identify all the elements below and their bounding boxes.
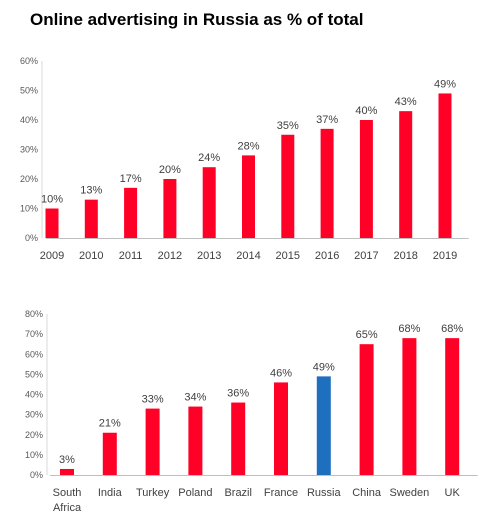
category-label: 2009 <box>40 250 64 262</box>
y-tick-label: 60% <box>20 56 38 66</box>
bar-2017 <box>359 120 373 238</box>
category-label: 2019 <box>433 250 457 262</box>
bar-2014 <box>242 155 255 238</box>
category-label: 2016 <box>315 250 339 262</box>
bar-poland <box>188 406 203 475</box>
bar-2015 <box>281 134 295 238</box>
y-tick-label: 0% <box>30 470 43 480</box>
category-label: Turkey <box>136 487 170 499</box>
data-label: 20% <box>159 164 181 176</box>
y-tick-label: 10% <box>20 204 38 214</box>
category-label: Sweden <box>390 487 430 499</box>
y-tick-label: 30% <box>25 410 43 420</box>
data-label: 33% <box>142 394 164 406</box>
chart-country-comparison: 0% 10% 20% 30% 40% 50% 60% 70% 80% 3% South Africa 2… <box>25 309 478 514</box>
y-tick-label: 80% <box>25 309 43 319</box>
data-label: 40% <box>355 105 377 117</box>
category-label: India <box>98 487 123 499</box>
y-tick-label: 40% <box>25 390 43 400</box>
data-label: 37% <box>316 114 338 126</box>
y-tick-label: 50% <box>20 86 38 96</box>
y-tick-label: 20% <box>20 174 38 184</box>
data-label: 21% <box>99 418 121 430</box>
bar-russia <box>316 376 331 475</box>
data-label: 49% <box>313 361 335 373</box>
bar-2016 <box>320 128 334 238</box>
bar-2011 <box>124 187 138 238</box>
category-label: 2014 <box>236 250 260 262</box>
category-label: Russia <box>307 487 342 499</box>
category-label: China <box>352 487 382 499</box>
bar-turkey <box>145 408 160 475</box>
category-label: 2010 <box>79 250 103 262</box>
bar-2010 <box>84 199 98 238</box>
data-label: 17% <box>120 173 142 185</box>
category-label: South Africa <box>53 487 82 514</box>
bar-2012 <box>163 179 177 238</box>
data-label: 46% <box>270 367 292 379</box>
category-label: 2011 <box>119 250 143 262</box>
bar-brazil <box>231 402 246 475</box>
bar-south-africa <box>60 468 74 475</box>
data-label: 68% <box>398 323 420 335</box>
data-label: 49% <box>434 78 456 90</box>
chart-title: Online advertising in Russia as % of tot… <box>30 10 364 29</box>
y-tick-label: 20% <box>25 430 43 440</box>
bar-2019 <box>438 93 452 238</box>
data-label: 68% <box>441 323 463 335</box>
chart-yearly-share: 0%10%20%30%40%50%60%10%200913%201017%201… <box>20 56 469 262</box>
data-label: 34% <box>184 392 206 404</box>
y-tick-label: 30% <box>20 145 38 155</box>
bar-france <box>274 382 288 475</box>
bar-2018 <box>399 111 413 238</box>
data-label: 3% <box>59 454 75 466</box>
category-label: UK <box>445 487 461 499</box>
data-label: 13% <box>80 185 102 197</box>
data-label: 10% <box>41 194 63 206</box>
category-label: Brazil <box>224 487 252 499</box>
category-label: 2013 <box>197 250 221 262</box>
data-label: 28% <box>237 140 259 152</box>
category-label: 2012 <box>158 250 182 262</box>
y-tick-label: 50% <box>25 369 43 379</box>
category-label: 2017 <box>354 250 378 262</box>
bar-india <box>102 432 117 475</box>
bar-china <box>359 344 374 475</box>
category-label: 2018 <box>393 250 417 262</box>
category-label: 2015 <box>276 250 300 262</box>
category-label: Poland <box>178 487 212 499</box>
y-tick-label: 10% <box>25 450 43 460</box>
data-label: 24% <box>198 152 220 164</box>
bar-uk <box>445 338 460 475</box>
bar-sweden <box>402 338 417 475</box>
y-tick-label: 70% <box>25 329 43 339</box>
y-tick-label: 0% <box>25 233 38 243</box>
bar-2009 <box>45 208 59 238</box>
bar-2013 <box>202 167 216 238</box>
data-label: 65% <box>356 329 378 341</box>
category-label: France <box>264 487 298 499</box>
data-label: 35% <box>277 120 299 132</box>
data-label: 43% <box>395 96 417 108</box>
y-tick-label: 40% <box>20 115 38 125</box>
y-tick-label: 60% <box>25 349 43 359</box>
data-label: 36% <box>227 388 249 400</box>
